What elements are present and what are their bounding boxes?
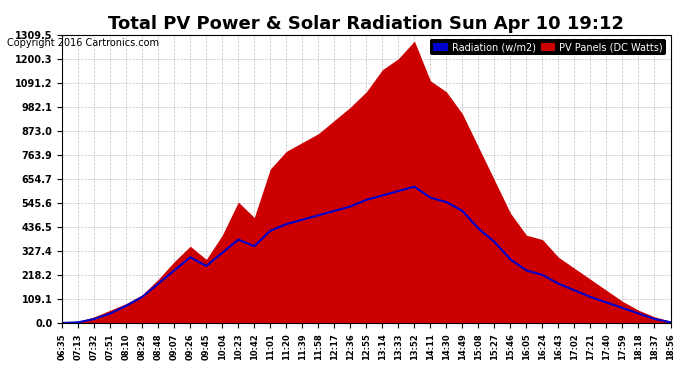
Text: Copyright 2016 Cartronics.com: Copyright 2016 Cartronics.com bbox=[7, 38, 159, 48]
Title: Total PV Power & Solar Radiation Sun Apr 10 19:12: Total PV Power & Solar Radiation Sun Apr… bbox=[108, 15, 624, 33]
Legend: Radiation (w/m2), PV Panels (DC Watts): Radiation (w/m2), PV Panels (DC Watts) bbox=[431, 39, 666, 55]
